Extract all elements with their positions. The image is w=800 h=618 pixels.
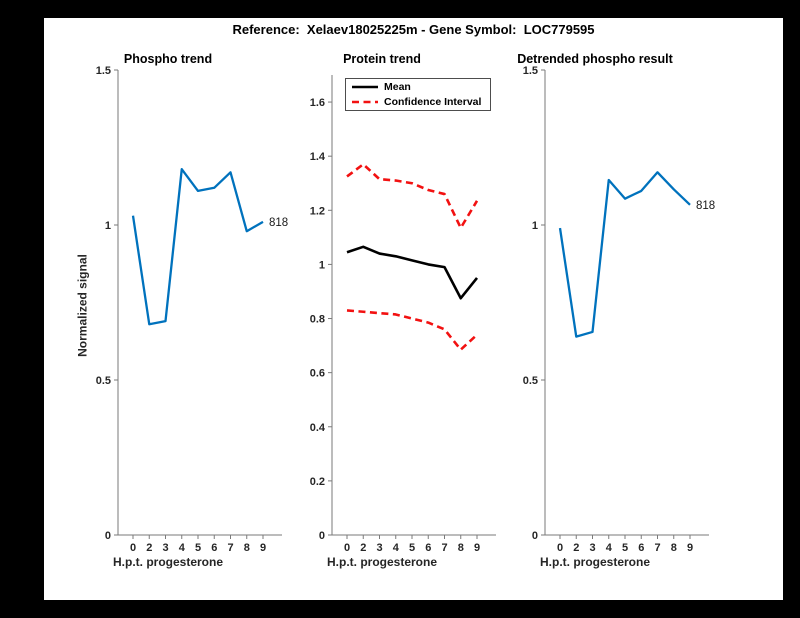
y-tick-label: 1.4 — [310, 151, 326, 163]
plot2-title: Protein trend — [343, 52, 421, 66]
y-tick-label: 0.5 — [96, 375, 111, 387]
legend-row-mean: Mean — [346, 80, 490, 95]
series-end-label: 818 — [696, 200, 715, 212]
y-tick-label: 1.6 — [310, 97, 325, 109]
series-line — [346, 309, 478, 351]
x-tick-label: 0 — [344, 542, 350, 554]
x-tick-label: 2 — [573, 542, 579, 554]
x-tick-label: 2 — [360, 542, 366, 554]
x-tick-label: 5 — [409, 542, 415, 554]
plot1-xlabel: H.p.t. progesterone — [112, 555, 223, 569]
y-tick-label: 1.5 — [96, 65, 111, 77]
y-tick-label: 1.5 — [523, 65, 538, 77]
y-tick-label: 0 — [105, 530, 111, 542]
y-tick-label: 1 — [319, 259, 325, 271]
legend-row-ci: Confidence Interval — [346, 95, 490, 110]
x-tick-label: 0 — [130, 542, 136, 554]
x-tick-label: 7 — [227, 542, 233, 554]
series-line — [346, 162, 479, 230]
series-end-label: 818 — [269, 217, 288, 229]
x-tick-label: 3 — [589, 542, 595, 554]
x-tick-label: 9 — [260, 542, 266, 554]
series-line — [131, 168, 264, 326]
plot3-xlabel: H.p.t. progesterone — [539, 555, 650, 569]
matlab-figure: Reference: Xelaev18025225m - Gene Symbol… — [44, 18, 783, 600]
x-tick-label: 2 — [146, 542, 152, 554]
y-tick-label: 1 — [105, 220, 111, 232]
confidence-interval-line-icon — [352, 100, 378, 104]
y-tick-label: 0.4 — [310, 422, 326, 434]
plot1-title: Phospho trend — [123, 52, 213, 66]
figure-title: Reference: Xelaev18025225m - Gene Symbol… — [232, 22, 595, 37]
x-tick-label: 5 — [195, 542, 201, 554]
protein-trend-chart: 00.20.40.60.811.21.41.60 2 3 4 5 6 7 8 9 — [310, 75, 496, 554]
x-tick-label: 6 — [425, 542, 431, 554]
mean-line-icon — [352, 85, 378, 89]
x-tick-label: 4 — [606, 542, 613, 554]
y-tick-label: 0 — [532, 530, 538, 542]
y-tick-label: 0.8 — [310, 314, 325, 326]
series-line — [346, 245, 479, 300]
y-tick-label: 0.5 — [523, 375, 538, 387]
y-tick-label: 0.6 — [310, 368, 325, 380]
plot3-title: Detrended phospho result — [517, 52, 673, 66]
plot2-xlabel: H.p.t. progesterone — [326, 555, 437, 569]
series-line — [558, 171, 691, 338]
x-tick-label: 9 — [474, 542, 480, 554]
x-tick-label: 3 — [376, 542, 382, 554]
x-tick-label: 3 — [162, 542, 168, 554]
legend-label-ci: Confidence Interval — [384, 95, 482, 108]
y-tick-label: 0 — [319, 530, 325, 542]
x-tick-label: 9 — [687, 542, 693, 554]
y-tick-label: 0.2 — [310, 476, 325, 488]
x-tick-label: 8 — [458, 542, 464, 554]
y-tick-label: 1.2 — [310, 205, 325, 217]
x-tick-label: 6 — [638, 542, 644, 554]
x-tick-label: 8 — [244, 542, 250, 554]
legend: Mean Confidence Interval — [345, 78, 491, 111]
x-tick-label: 6 — [211, 542, 217, 554]
x-tick-label: 7 — [654, 542, 660, 554]
x-tick-label: 4 — [393, 542, 400, 554]
y-tick-label: 1 — [532, 220, 538, 232]
x-tick-label: 7 — [441, 542, 447, 554]
x-tick-label: 8 — [671, 542, 677, 554]
legend-label-mean: Mean — [384, 80, 411, 93]
x-tick-label: 0 — [557, 542, 563, 554]
x-tick-label: 5 — [622, 542, 628, 554]
x-tick-label: 4 — [179, 542, 186, 554]
